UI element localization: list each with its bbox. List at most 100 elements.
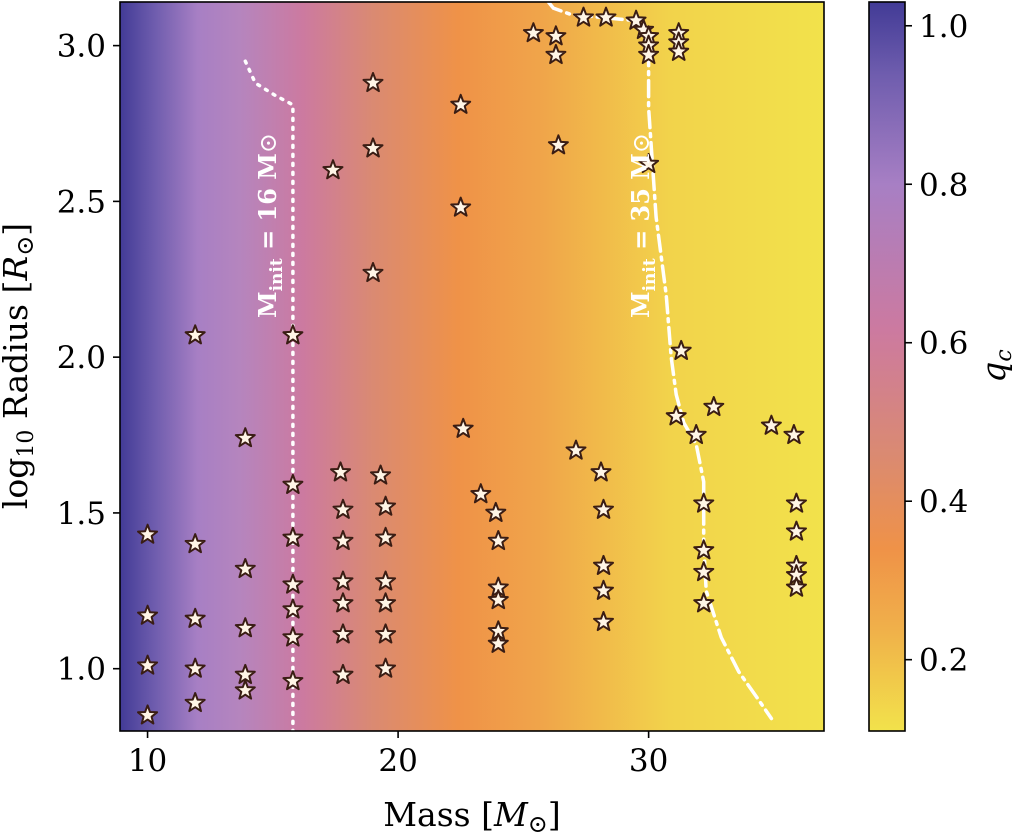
star-point <box>573 6 594 27</box>
star-point <box>485 501 507 522</box>
star-point <box>547 134 569 155</box>
star-point <box>332 530 354 551</box>
plot-frame <box>119 1 825 732</box>
star-point <box>593 554 614 575</box>
star-point <box>665 405 687 426</box>
star-point <box>234 679 256 700</box>
star-point <box>783 424 805 445</box>
y-axis-label: log10 Radius [R⊙] <box>0 223 39 509</box>
star-point <box>487 530 509 551</box>
colorbar-label: qc <box>974 349 1017 382</box>
star-point <box>332 592 354 613</box>
star-point <box>332 570 354 591</box>
colorbar-tick-label: 0.2 <box>919 643 968 679</box>
star-point <box>545 25 567 46</box>
star-point <box>693 492 715 513</box>
star-point <box>590 461 612 482</box>
star-point <box>470 483 492 504</box>
star-point <box>595 6 617 27</box>
star-point <box>184 657 206 678</box>
star-point <box>332 498 354 519</box>
star-point <box>137 604 159 625</box>
star-point <box>668 40 690 61</box>
y-tick-label: 3.0 <box>57 29 106 65</box>
colorbar-ticks: 0.2 0.4 0.6 0.8 1.0 <box>905 9 968 679</box>
star-point <box>234 617 256 638</box>
star-point <box>137 654 159 675</box>
star-point <box>234 663 256 684</box>
star-point <box>593 579 614 600</box>
star-point <box>332 663 354 684</box>
star-point <box>375 657 397 678</box>
star-point <box>693 592 715 613</box>
y-tick-label: 2.0 <box>57 340 106 376</box>
star-point <box>565 439 587 460</box>
y-tick-label: 1.0 <box>57 652 106 688</box>
star-point <box>184 533 206 554</box>
star-point <box>282 670 304 691</box>
y-axis-ticks: 1.0 1.5 2.0 2.5 3.0 <box>57 29 120 688</box>
star-point <box>375 495 397 516</box>
y-tick-label: 1.5 <box>57 496 106 532</box>
star-point <box>593 611 614 632</box>
star-point <box>450 93 472 114</box>
star-point <box>184 692 206 713</box>
star-point <box>785 576 807 597</box>
star-point <box>638 44 660 65</box>
star-point <box>137 704 159 725</box>
star-point <box>282 573 304 594</box>
x-axis-label: Mass [M⊙] <box>383 795 560 834</box>
star-point <box>703 396 725 417</box>
x-tick-label: 30 <box>629 743 668 779</box>
x-tick-label: 10 <box>128 743 167 779</box>
star-point <box>234 427 256 448</box>
star-point <box>785 492 807 513</box>
x-axis-ticks: 10 20 30 <box>128 731 668 779</box>
star-point <box>375 526 397 547</box>
star-point <box>375 570 397 591</box>
star-point <box>760 414 782 435</box>
star-point <box>785 520 807 541</box>
plot-background <box>120 2 824 731</box>
x-tick-label: 20 <box>378 743 417 779</box>
colorbar-tick-label: 0.6 <box>919 326 968 362</box>
y-tick-label: 2.5 <box>57 184 106 220</box>
track-label-16: Minit = 16 M⊙ <box>253 133 287 318</box>
colorbar-tick-label: 1.0 <box>919 9 968 45</box>
star-point <box>693 539 715 560</box>
star-point <box>282 526 304 547</box>
star-point <box>452 417 474 438</box>
star-point <box>282 626 304 647</box>
star-point <box>450 196 472 217</box>
colorbar-tick-label: 0.8 <box>919 167 968 203</box>
star-point <box>375 592 397 613</box>
track-label-35: Minit = 35 M⊙ <box>626 133 660 318</box>
star-point <box>282 473 304 494</box>
star-point <box>625 9 647 30</box>
colorbar <box>868 1 906 732</box>
star-point <box>322 159 344 180</box>
star-point <box>330 461 351 482</box>
mass-track-16 <box>243 59 295 731</box>
star-point <box>670 339 692 360</box>
star-point <box>593 498 614 519</box>
star-point <box>487 632 509 653</box>
star-point <box>184 324 206 345</box>
colorbar-tick-label: 0.4 <box>919 484 968 520</box>
star-point <box>234 558 256 579</box>
star-point <box>685 424 707 445</box>
star-point <box>522 22 544 43</box>
star-point <box>545 44 567 65</box>
star-point <box>184 607 206 628</box>
star-point <box>282 598 304 619</box>
star-point <box>362 72 384 93</box>
data-points <box>137 6 807 725</box>
star-point <box>282 324 304 345</box>
star-point <box>362 262 384 283</box>
star-point <box>137 523 159 544</box>
star-point <box>370 464 392 485</box>
star-point <box>487 589 509 610</box>
star-point <box>332 623 354 644</box>
star-point <box>693 561 715 582</box>
